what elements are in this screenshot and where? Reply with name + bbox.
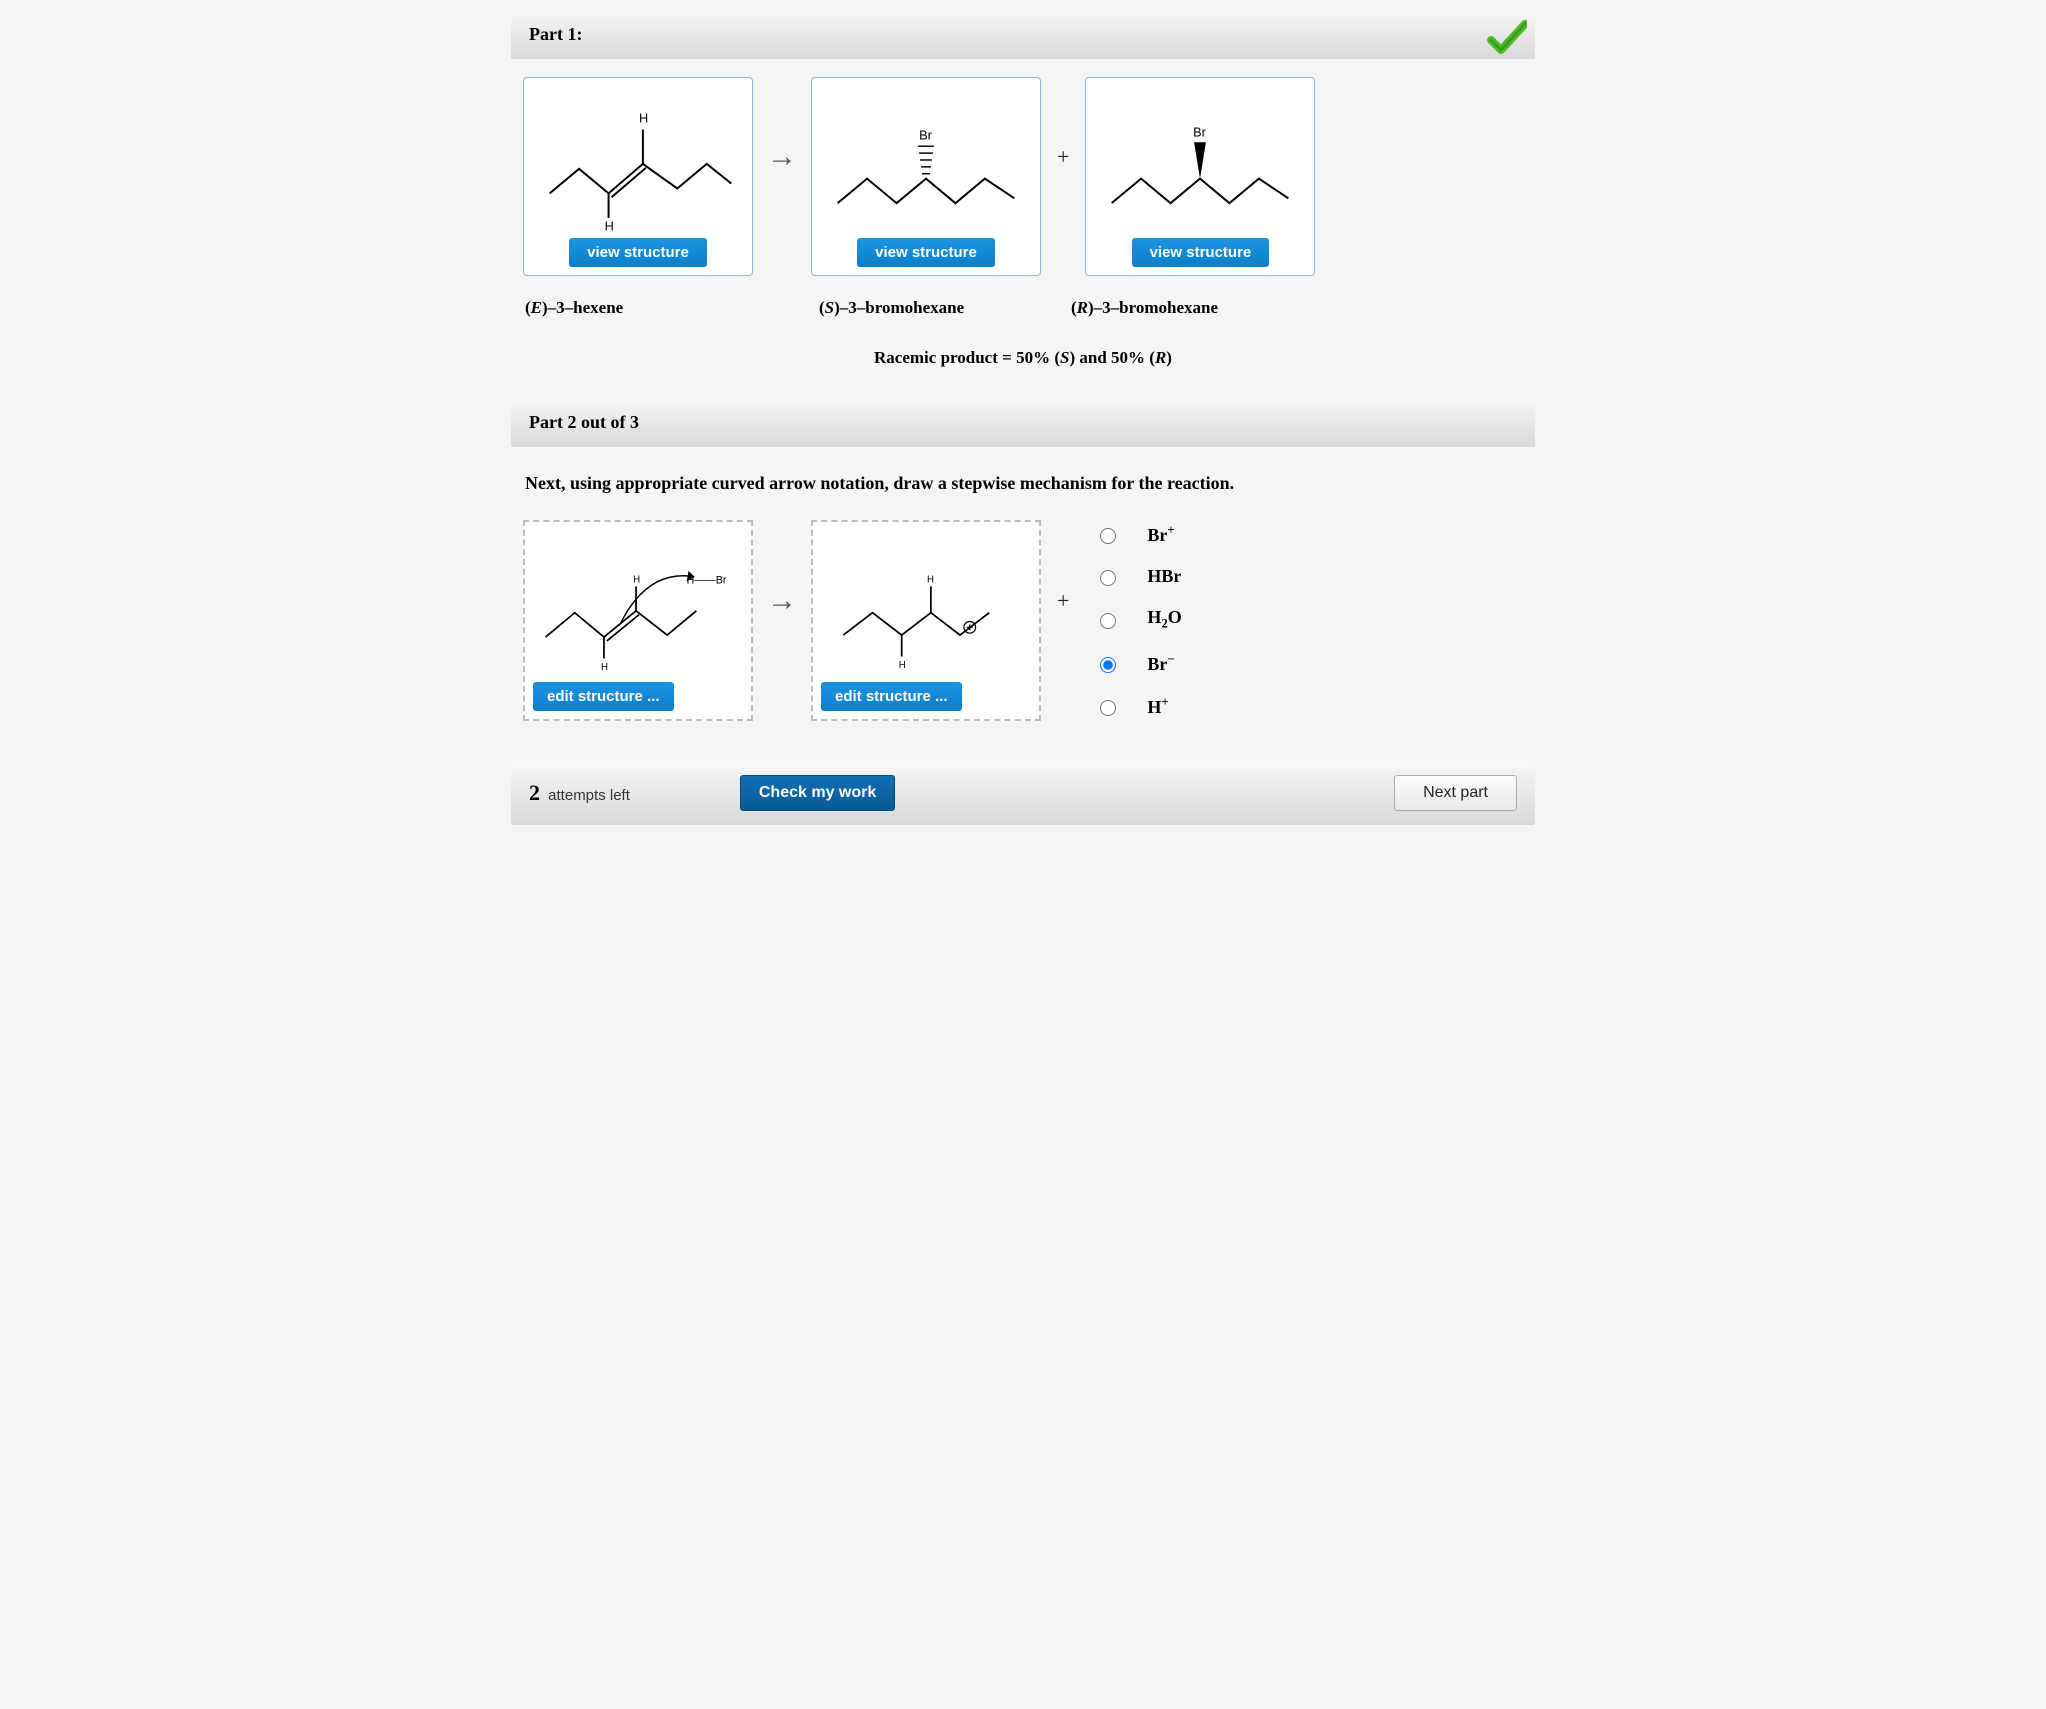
plus-symbol-1: + <box>1053 144 1073 170</box>
structure-labels-row: (E)–3–hexene (S)–3–bromohexane (R)–3–bro… <box>511 298 1535 318</box>
part2-title: Part 2 out of 3 <box>529 412 639 432</box>
radio-input-br-plus[interactable] <box>1100 528 1116 544</box>
part1-title: Part 1: <box>529 24 582 44</box>
radio-input-h-plus[interactable] <box>1100 700 1116 716</box>
svg-text:H: H <box>899 660 906 671</box>
radio-label-h2o: H2O <box>1147 607 1181 632</box>
radio-input-hbr[interactable] <box>1100 570 1116 586</box>
radio-label-br-plus: Br+ <box>1147 523 1174 546</box>
radio-label-hbr: HBr <box>1147 566 1181 587</box>
radio-input-h2o[interactable] <box>1100 613 1116 629</box>
attempts-remaining: 2 attempts left <box>529 780 630 806</box>
structure-canvas-1: H H <box>530 84 746 234</box>
atom-br-s: Br <box>919 127 933 142</box>
svg-text:H: H <box>927 575 934 586</box>
radio-br-minus[interactable]: Br− <box>1095 652 1181 675</box>
radio-h2o[interactable]: H2O <box>1095 607 1181 632</box>
reaction-arrow-2: → <box>765 584 799 618</box>
attempts-count: 2 <box>529 780 540 805</box>
mechanism-row: H H H——Br edit structure ... → <box>511 520 1535 721</box>
byproduct-radio-group: Br+ HBr H2O Br− H+ <box>1095 523 1181 718</box>
edit-canvas-1: H H H——Br <box>531 528 745 678</box>
structure-card-1: H H view structure <box>523 77 753 276</box>
check-my-work-button[interactable]: Check my work <box>740 775 895 811</box>
radio-hbr[interactable]: HBr <box>1095 566 1181 587</box>
edit-structure-button-2[interactable]: edit structure ... <box>821 682 962 711</box>
radio-input-br-minus[interactable] <box>1100 657 1116 673</box>
edit-structure-button-1[interactable]: edit structure ... <box>533 682 674 711</box>
edit-card-1: H H H——Br edit structure ... <box>523 520 753 721</box>
part2-instruction: Next, using appropriate curved arrow not… <box>511 465 1535 520</box>
correct-check-icon <box>1487 18 1527 58</box>
svg-text:H: H <box>601 662 608 673</box>
label-s-3-bromohexane: (S)–3–bromohexane <box>819 298 1059 318</box>
view-structure-button-3[interactable]: view structure <box>1132 238 1270 267</box>
part2-header: Part 2 out of 3 <box>511 398 1535 447</box>
edit-canvas-2: H H <box>819 528 1033 678</box>
view-structure-button-1[interactable]: view structure <box>569 238 707 267</box>
atom-h-bottom: H <box>605 219 614 234</box>
view-structure-button-2[interactable]: view structure <box>857 238 995 267</box>
plus-symbol-2: + <box>1053 588 1073 614</box>
part1-header: Part 1: <box>511 10 1535 59</box>
radio-label-h-plus: H+ <box>1147 695 1168 718</box>
reaction-arrow-1: → <box>765 140 799 174</box>
edit-card-2: H H edit structure ... <box>811 520 1041 721</box>
atom-br-r: Br <box>1194 124 1208 139</box>
attempts-label: attempts left <box>548 787 630 804</box>
racemic-note: Racemic product = 50% (S) and 50% (R) <box>511 348 1535 368</box>
atom-h-top: H <box>639 111 648 126</box>
structures-row: H H view structure → <box>511 77 1535 276</box>
next-part-button[interactable]: Next part <box>1394 775 1517 811</box>
radio-br-plus[interactable]: Br+ <box>1095 523 1181 546</box>
footer-bar: 2 attempts left Check my work Next part <box>511 761 1535 825</box>
structure-card-2: Br view structure <box>811 77 1041 276</box>
structure-canvas-2: Br <box>818 84 1034 234</box>
structure-canvas-3: Br <box>1092 84 1308 234</box>
structure-card-3: Br view structure <box>1085 77 1315 276</box>
radio-h-plus[interactable]: H+ <box>1095 695 1181 718</box>
radio-label-br-minus: Br− <box>1147 652 1174 675</box>
label-e-3-hexene: (E)–3–hexene <box>525 298 765 318</box>
label-r-3-bromohexane: (R)–3–bromohexane <box>1071 298 1311 318</box>
svg-text:H: H <box>633 575 640 586</box>
